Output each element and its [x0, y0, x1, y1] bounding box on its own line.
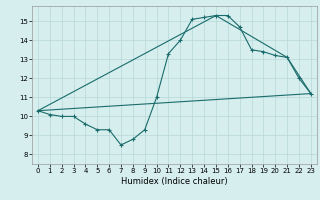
X-axis label: Humidex (Indice chaleur): Humidex (Indice chaleur): [121, 177, 228, 186]
